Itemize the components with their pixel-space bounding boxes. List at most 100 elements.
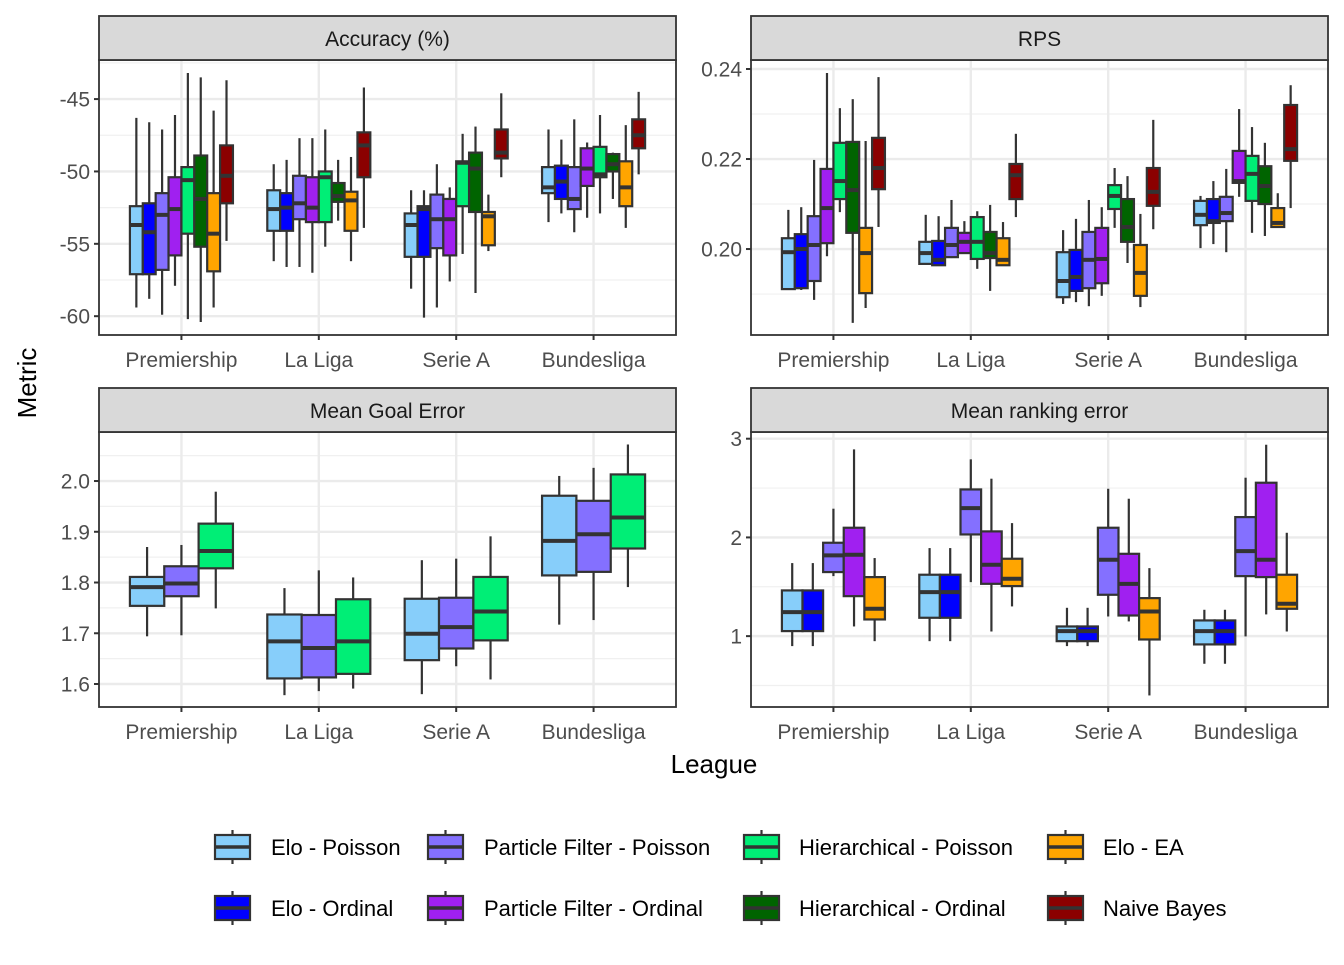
box-hierarchical-ordinal-bundesliga [1257,142,1273,236]
box-iqr [822,541,845,574]
box-iqr [609,473,647,550]
box-iqr [1244,154,1260,202]
facet-strip [750,387,1329,433]
box-iqr [266,613,303,680]
legend-label: Elo - EA [1103,835,1184,860]
box-elo-poisson-premiership [780,209,796,291]
box-iqr [1275,573,1299,610]
legend-item: Naive Bayes [1046,891,1227,925]
box-elo-ea-bundesliga [618,125,634,228]
box-naive-bayes-bundesliga [1283,85,1299,209]
facet-strip [98,387,677,433]
legend-label: Particle Filter - Ordinal [484,896,703,921]
box-naive-bayes-premiership [870,77,887,227]
box-elo-ea-la-liga [995,222,1011,267]
box-iqr [918,573,941,619]
box-particle-filter-poisson-serie-a [429,164,445,308]
y-axis-title: Metric [12,348,42,419]
legend-item: Hierarchical - Ordinal [742,891,1006,925]
legend-label: Hierarchical - Ordinal [799,896,1006,921]
box-hierarchical-poisson-bundesliga [592,115,608,214]
x-tick-label: La Liga [936,349,1005,372]
box-iqr [291,174,308,221]
box-elo-ea-serie-a [480,194,496,252]
box-iqr [180,166,196,235]
box-naive-bayes-bundesliga [631,91,647,175]
facet-title: Accuracy (%) [325,28,450,51]
y-tick-label: 1 [730,626,742,649]
box-particle-filter-ordinal-serie-a [1117,498,1141,622]
x-axis-title: League [671,749,758,779]
y-tick-label: -55 [60,233,90,256]
x-tick-label: Serie A [1074,349,1142,372]
box-iqr [793,233,809,290]
box-elo-poisson-la-liga [266,164,282,262]
legend-label: Elo - Poisson [271,835,401,860]
legend-item: Hierarchical - Poisson [742,830,1013,864]
box-particle-filter-poisson-serie-a [1096,488,1120,617]
box-iqr [416,205,432,258]
box-elo-ea-la-liga [343,156,359,262]
box-iqr [1218,195,1234,223]
legend-item: Particle Filter - Ordinal [426,891,703,925]
box-elo-ordinal-la-liga [938,548,962,642]
box-naive-bayes-premiership [218,80,235,241]
box-iqr [356,131,372,179]
box-particle-filter-ordinal-serie-a [1094,207,1110,296]
box-iqr [575,499,612,573]
box-iqr [863,576,887,621]
box-elo-ea-la-liga [1000,523,1024,607]
legend-label: Hierarchical - Poisson [799,835,1013,860]
box-iqr [429,193,445,250]
box-hierarchical-poisson-serie-a [1107,168,1123,228]
facet-strip [750,15,1329,61]
box-elo-ordinal-serie-a [1068,218,1084,303]
box-elo-ea-premiership [863,558,887,642]
y-tick-label: 1.7 [61,623,90,646]
x-tick-label: Bundesliga [1194,349,1298,372]
x-tick-label: La Liga [284,721,353,744]
y-tick-label: 1.8 [61,572,90,595]
box-iqr [1055,625,1079,643]
box-iqr [845,140,861,234]
box-iqr [980,530,1003,585]
box-elo-ordinal-premiership [141,122,157,299]
box-iqr [1254,481,1278,579]
box-iqr [806,215,822,283]
box-iqr [472,575,509,642]
box-iqr [1283,103,1299,162]
box-iqr [1234,515,1257,578]
box-naive-bayes-serie-a [493,93,509,178]
box-particle-filter-poisson-serie-a [437,558,475,667]
box-iqr [1076,625,1099,643]
box-iqr [842,526,866,598]
box-iqr [128,575,166,607]
box-hierarchical-ordinal-serie-a [1119,176,1136,263]
box-hierarchical-ordinal-serie-a [467,126,484,294]
box-elo-ordinal-la-liga [279,159,295,267]
box-iqr [455,160,471,208]
y-tick-label: 1.6 [61,674,90,697]
box-naive-bayes-la-liga [356,87,372,228]
box-iqr [128,205,144,276]
box-particle-filter-poisson-la-liga [300,570,338,692]
box-particle-filter-poisson-premiership [806,159,822,300]
box-hierarchical-poisson-bundesliga [609,444,647,588]
box-elo-poisson-premiership [128,546,166,637]
box-iqr [938,573,962,619]
box-elo-ea-premiership [858,141,874,308]
box-iqr [330,181,346,203]
box-elo-ea-bundesliga [1275,532,1299,632]
box-iqr [819,167,835,245]
box-iqr [442,197,458,257]
box-iqr [154,192,170,271]
box-elo-poisson-la-liga [918,548,941,642]
box-particle-filter-ordinal-premiership [842,449,866,627]
box-hierarchical-poisson-serie-a [455,133,471,254]
legend-item: Elo - Poisson [213,830,401,864]
y-tick-label: 0.24 [701,59,742,82]
y-tick-label: 0.22 [701,149,742,172]
box-iqr [858,226,874,295]
box-particle-filter-poisson-serie-a [1081,199,1097,307]
x-tick-label: Bundesliga [542,349,646,372]
